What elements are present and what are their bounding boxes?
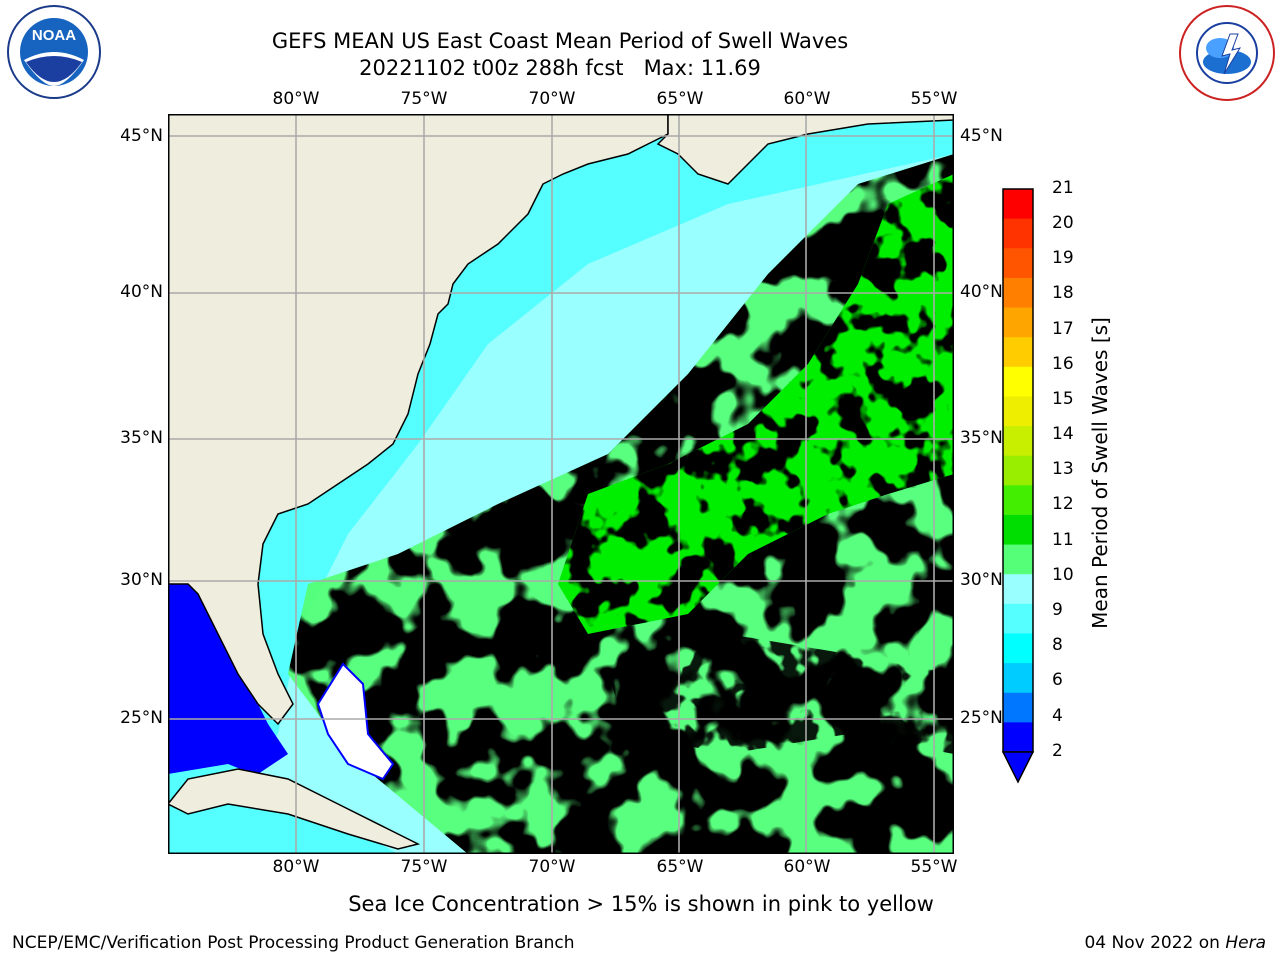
colorbar-tick: 21 bbox=[1052, 178, 1074, 198]
lat-label-right: 40°N bbox=[960, 282, 1003, 302]
lat-label-left: 45°N bbox=[120, 126, 163, 146]
lon-label-bottom: 55°W bbox=[910, 857, 958, 877]
colorbar-swatch bbox=[1003, 396, 1033, 427]
north-america-land bbox=[168, 114, 669, 726]
lon-label-bottom: 80°W bbox=[272, 857, 320, 877]
chart-subtitle: 20221102 t00z 288h fcst Max: 11.69 bbox=[359, 56, 761, 80]
footer-credit: NCEP/EMC/Verification Post Processing Pr… bbox=[12, 933, 575, 953]
noaa-logo: NOAA bbox=[6, 4, 102, 100]
lat-label-right: 45°N bbox=[960, 126, 1003, 146]
colorbar-swatch bbox=[1003, 248, 1033, 279]
colorbar-swatch bbox=[1003, 485, 1033, 516]
colorbar-tick: 17 bbox=[1052, 319, 1074, 339]
lon-label-top: 65°W bbox=[656, 89, 704, 109]
colorbar-tick: 10 bbox=[1052, 565, 1074, 585]
colorbar-swatch bbox=[1003, 307, 1033, 338]
lon-label-top: 70°W bbox=[528, 89, 576, 109]
lon-label-bottom: 75°W bbox=[400, 857, 448, 877]
swell-mottle-2 bbox=[558, 174, 954, 634]
colorbar-swatch bbox=[1003, 722, 1033, 753]
lat-label-left: 30°N bbox=[120, 570, 163, 590]
colorbar-tick: 2 bbox=[1052, 741, 1063, 761]
colorbar-tick: 13 bbox=[1052, 459, 1074, 479]
graticule bbox=[168, 114, 954, 854]
lat-label-right: 35°N bbox=[960, 428, 1003, 448]
colorbar-swatch bbox=[1003, 337, 1033, 368]
colorbar-swatch bbox=[1003, 663, 1033, 694]
cuba-land bbox=[168, 768, 421, 850]
colorbar-extend-arrow bbox=[1001, 751, 1035, 784]
lon-label-bottom: 65°W bbox=[656, 857, 704, 877]
colorbar-tick: 19 bbox=[1052, 248, 1074, 268]
lon-label-top: 80°W bbox=[272, 89, 320, 109]
gulf-low-period bbox=[168, 584, 288, 814]
colorbar-tick: 16 bbox=[1052, 354, 1074, 374]
colorbar-tick: 11 bbox=[1052, 530, 1074, 550]
colorbar-swatch bbox=[1003, 574, 1033, 605]
colorbar-swatch bbox=[1003, 426, 1033, 457]
lon-label-top: 75°W bbox=[400, 89, 448, 109]
colorbar-swatch bbox=[1003, 514, 1033, 546]
colorbar-tick: 4 bbox=[1052, 706, 1063, 726]
colorbar-swatch bbox=[1003, 603, 1033, 634]
lat-label-right: 30°N bbox=[960, 570, 1003, 590]
colorbar-tick: 14 bbox=[1052, 424, 1074, 444]
lon-label-top: 55°W bbox=[910, 89, 958, 109]
colorbar-tick: 12 bbox=[1052, 494, 1074, 514]
lon-label-bottom: 70°W bbox=[528, 857, 576, 877]
nws-emblem bbox=[1179, 5, 1275, 101]
footer-date: 04 Nov 2022 on Hera bbox=[1084, 933, 1266, 953]
colorbar-tick: 6 bbox=[1052, 670, 1063, 690]
colorbar-swatches bbox=[1001, 188, 1035, 784]
colorbar-tick: 8 bbox=[1052, 635, 1063, 655]
lat-label-left: 40°N bbox=[120, 282, 163, 302]
footer-date-text: 04 Nov 2022 on bbox=[1084, 933, 1226, 953]
sea-ice-caption: Sea Ice Concentration > 15% is shown in … bbox=[348, 892, 934, 916]
noaa-emblem: NOAA bbox=[7, 5, 101, 99]
map-canvas bbox=[168, 114, 954, 854]
map-border bbox=[168, 114, 954, 854]
colorbar-swatch bbox=[1003, 277, 1033, 309]
chart-title: GEFS MEAN US East Coast Mean Period of S… bbox=[271, 29, 849, 53]
colorbar-swatch bbox=[1003, 544, 1033, 575]
colorbar-label-wrap: Mean Period of Swell Waves [s] bbox=[955, 317, 1245, 629]
lon-label-top: 60°W bbox=[783, 89, 831, 109]
lat-label-left: 25°N bbox=[120, 708, 163, 728]
colorbar-swatch bbox=[1003, 189, 1033, 220]
colorbar-tick: 20 bbox=[1052, 213, 1074, 233]
colorbar bbox=[1001, 188, 1036, 788]
colorbar-swatch bbox=[1003, 455, 1033, 486]
colorbar-swatch bbox=[1003, 692, 1033, 723]
swell-period-map bbox=[168, 114, 954, 854]
colorbar-swatch bbox=[1003, 218, 1033, 249]
colorbar-tick: 18 bbox=[1052, 283, 1074, 303]
svg-text:NOAA: NOAA bbox=[32, 27, 76, 44]
colorbar-label: Mean Period of Swell Waves [s] bbox=[1088, 317, 1113, 629]
colorbar-swatch bbox=[1003, 366, 1033, 397]
footer-host: Hera bbox=[1225, 933, 1266, 953]
lat-label-left: 35°N bbox=[120, 428, 163, 448]
colorbar-tick: 9 bbox=[1052, 600, 1063, 620]
nws-logo bbox=[1178, 4, 1276, 102]
maritimes-land bbox=[656, 114, 954, 185]
bahamas-banks bbox=[316, 662, 395, 781]
swell-light-tongue bbox=[608, 634, 954, 754]
colorbar-ticks: 21 20 19 18 17 16 15 14 13 12 11 10 9 8 … bbox=[1052, 178, 1092, 768]
colorbar-tick: 15 bbox=[1052, 389, 1074, 409]
lon-label-bottom: 60°W bbox=[783, 857, 831, 877]
lat-label-right: 25°N bbox=[960, 708, 1003, 728]
colorbar-swatch bbox=[1003, 633, 1033, 664]
